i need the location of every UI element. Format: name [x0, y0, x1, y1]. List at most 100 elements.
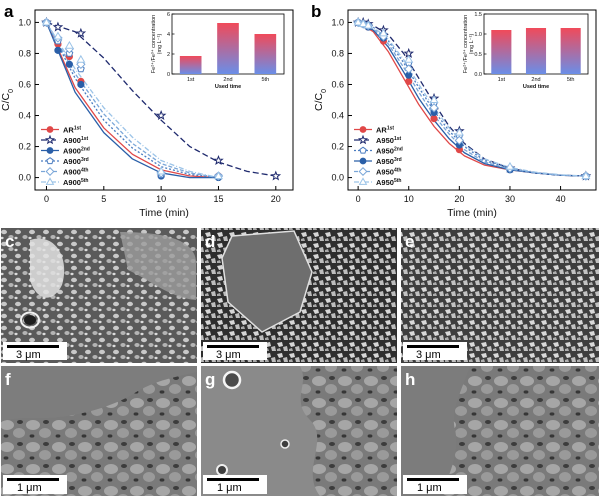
- legend-marker-2: [46, 147, 54, 154]
- inset-x-tick-label: 5th: [262, 77, 270, 83]
- micrograph-h-letter: h: [405, 370, 415, 389]
- legend-marker-4: [358, 167, 368, 176]
- data-point-series-4: [76, 59, 86, 70]
- series-line-5: [45, 22, 219, 179]
- data-point-series-5: [358, 19, 368, 28]
- inset-y-tick-label: 2: [167, 52, 170, 58]
- legend-label-2: A9502nd: [376, 147, 403, 156]
- x-tick-label: 20: [271, 194, 281, 204]
- inset-x-tick-label: 5th: [567, 77, 575, 83]
- inset-y-tick-label: 0.5: [474, 52, 482, 58]
- data-point-series-5: [404, 54, 414, 63]
- legend-label-5: A9005th: [63, 178, 88, 187]
- y-axis-label: C/C0: [313, 89, 328, 111]
- x-axis-label: Time (min): [139, 207, 189, 219]
- data-point-series-4: [429, 103, 439, 113]
- data-point-series-0: [405, 77, 413, 85]
- data-point-series-5: [505, 161, 515, 170]
- inset-x-tick-label: 2nd: [223, 77, 232, 83]
- legend-label-0: AR1st: [63, 126, 81, 135]
- data-point-series-2: [77, 80, 85, 89]
- micrograph-h: h 1 μm: [401, 366, 599, 496]
- data-point-series-2: [65, 60, 74, 68]
- data-point-series-5: [581, 171, 591, 180]
- data-point-series-5: [213, 171, 224, 180]
- data-point-series-5: [353, 17, 363, 26]
- x-tick-label: 20: [454, 194, 464, 204]
- legend-marker-0: [46, 126, 54, 133]
- data-point-series-5: [156, 166, 166, 175]
- data-point-series-1: [75, 27, 87, 38]
- data-point-series-5: [64, 40, 74, 49]
- inset-y-axis-label: Fe²⁺/Fe³⁺ concentration: [462, 15, 469, 73]
- y-tick-label: 1.0: [331, 17, 344, 27]
- micrograph-f-letter: f: [5, 370, 11, 389]
- inset-y-tick-label: 1.0: [474, 32, 482, 38]
- inset-bar-1st: [491, 30, 512, 74]
- sem-panels: c 3 μm d 3 μm e 3 μm f: [1, 228, 599, 496]
- micrograph-f-film: [1, 366, 197, 422]
- series-line-2: [45, 22, 219, 179]
- series-line-1: [46, 21, 276, 177]
- data-point-series-1: [270, 170, 282, 181]
- micrograph-c-scalebar-label: 3 μm: [16, 349, 41, 361]
- legend-marker-5: [45, 177, 55, 185]
- micrograph-d-plate: [222, 231, 312, 332]
- series-line-4: [357, 21, 586, 177]
- x-tick-label: 5: [101, 194, 106, 204]
- micrograph-e-image: [401, 228, 599, 363]
- data-point-series-5: [41, 17, 52, 26]
- y-tick-label: 0.4: [18, 111, 31, 121]
- legend-marker-4: [45, 167, 55, 176]
- data-point-series-1: [213, 154, 224, 166]
- inset-bar-5th: [560, 28, 581, 74]
- data-point-series-5: [76, 54, 86, 63]
- inset-x-tick-label: 1st: [498, 77, 506, 83]
- legend-label-0: AR1st: [376, 126, 394, 135]
- inset-y-tick-label: 0: [167, 72, 170, 78]
- panel-letter-a: a: [4, 2, 14, 21]
- panel-a-plot-frame: [34, 9, 294, 191]
- micrograph-e: e 3 μm: [401, 228, 599, 363]
- y-tick-label: 0.2: [18, 142, 31, 152]
- inset-y-tick-label: 6: [167, 12, 170, 18]
- inset-y-axis-label: Fe²⁺/Fe³⁺ concentration: [150, 15, 157, 73]
- inset-y-tick-label: 4: [167, 32, 170, 38]
- legend-label-4: A9504th: [376, 168, 401, 177]
- series-line-5: [357, 21, 586, 177]
- inset-x-tick-label: 1st: [187, 77, 195, 83]
- y-tick-label: 0.2: [331, 142, 344, 152]
- legend-label-2: A9002nd: [63, 147, 90, 156]
- y-axis-label: C/C0: [0, 89, 15, 111]
- micrograph-d: d 3 μm: [201, 228, 397, 363]
- micrograph-f-scalebar-label: 1 μm: [17, 482, 42, 494]
- data-point-series-5: [454, 127, 464, 136]
- data-point-series-0: [430, 115, 438, 123]
- inset-x-axis-label: Used time: [523, 84, 549, 90]
- y-tick-label: 0.6: [331, 79, 344, 89]
- legend-label-3: A9503rd: [376, 157, 402, 166]
- inset-bar-2nd: [217, 23, 239, 74]
- data-point-series-1: [52, 21, 64, 32]
- panel-b: b 0 10 20 30 40 0.0 0.2 0.4 0.6 0.8 1.0 Time (min) C…: [311, 2, 597, 219]
- series-line-3: [357, 21, 586, 177]
- inset-y-axis-unit: (mg L⁻¹): [469, 34, 475, 55]
- legend-label-4: A9004th: [63, 168, 88, 177]
- y-tick-label: 0.0: [18, 173, 31, 183]
- micrograph-g: g 1 μm: [201, 366, 397, 496]
- x-tick-label: 0: [356, 194, 361, 204]
- legend-label-1: A9001st: [63, 136, 88, 145]
- y-tick-label: 0.8: [18, 48, 31, 58]
- y-tick-label: 0.6: [18, 79, 31, 89]
- legend-marker-5: [358, 177, 368, 185]
- inset-bar-1st: [179, 56, 202, 74]
- panel-letter-b: b: [311, 2, 321, 21]
- series-line-2: [357, 21, 586, 177]
- micrograph-h-scalebar-label: 1 μm: [417, 482, 442, 494]
- inset-x-axis-label: Used time: [215, 84, 241, 90]
- micrograph-f: f 1 μm: [1, 366, 197, 496]
- legend-marker-2: [359, 146, 367, 154]
- panel-b-plot-frame: [347, 9, 597, 191]
- micrograph-g-scalebar-label: 1 μm: [217, 482, 242, 494]
